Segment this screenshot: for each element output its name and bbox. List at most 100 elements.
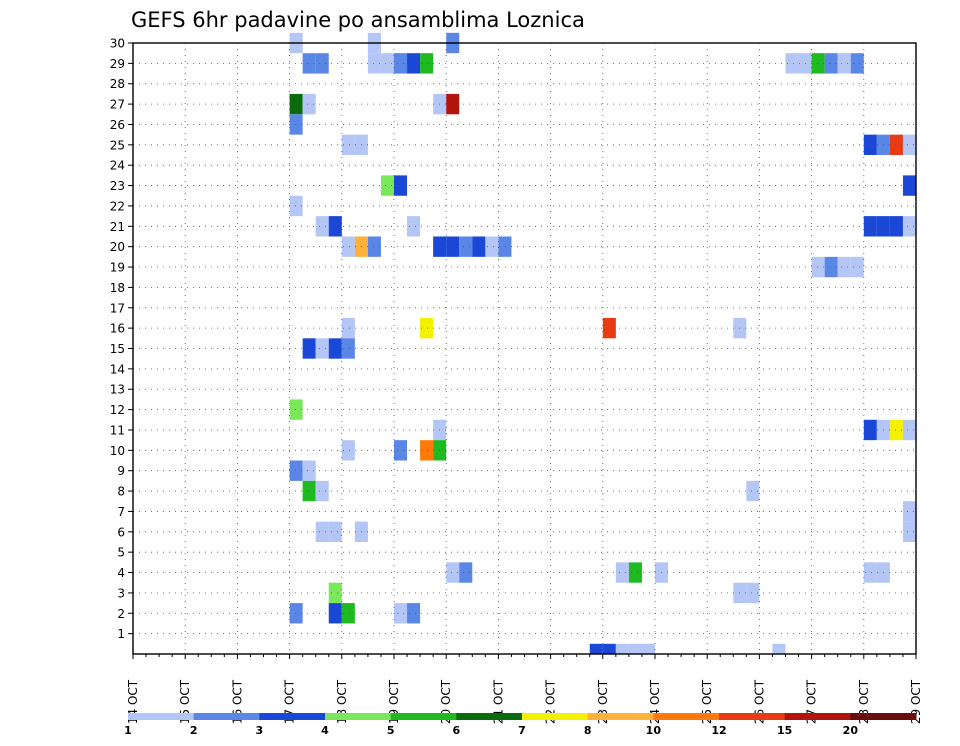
heatmap-cell: [850, 256, 864, 278]
y-axis: 1234567891011121314151617181920212223242…: [110, 37, 917, 659]
heatmap-cell: [837, 256, 851, 278]
heatmap-cell: [420, 53, 434, 74]
legend-label: 12: [711, 724, 726, 737]
heatmap-cell: [328, 521, 342, 542]
heatmap-cell: [863, 216, 877, 237]
heatmap-cell: [341, 134, 355, 156]
y-tick-label: 4: [117, 566, 125, 580]
y-tick-label: 20: [110, 240, 125, 254]
heatmap-cell: [341, 236, 355, 257]
heatmap-cell: [863, 419, 877, 441]
heatmap-cell: [746, 480, 760, 502]
x-axis: 14 OCT 15 OCT 16 OCT 17 OCT 18 OCT 19 OCT 20 O…: [126, 679, 923, 724]
legend-swatch: [850, 713, 917, 720]
y-tick-label: 3: [117, 586, 125, 600]
heatmap-cell: [394, 53, 408, 74]
x-tick-label: 24 OCT: [648, 679, 662, 724]
y-tick-label: 14: [110, 362, 125, 376]
heatmap-cell: [772, 643, 786, 654]
x-tick-label: 15 OCT: [178, 679, 192, 724]
heatmap-cell: [785, 53, 799, 74]
heatmap-cell: [889, 216, 903, 237]
cells-layer: [289, 32, 916, 654]
y-tick-label: 5: [117, 546, 125, 560]
heatmap-cell: [420, 317, 434, 339]
legend-swatch: [259, 713, 326, 720]
heatmap-cell: [380, 175, 394, 196]
heatmap-cell: [289, 114, 303, 135]
legend-swatch: [587, 713, 654, 720]
heatmap-cell: [615, 643, 629, 654]
heatmap-cell: [407, 603, 421, 624]
grid-layer: [133, 43, 916, 654]
y-tick-label: 10: [110, 444, 125, 458]
color-legend: 1 2 3 4 5 6 7 8 10 12 15 20: [124, 713, 917, 737]
legend-label: 20: [843, 724, 859, 737]
heatmap-cell: [407, 53, 421, 74]
chart-title: GEFS 6hr padavine po ansamblima Loznica: [131, 8, 585, 32]
x-tick-label: 14 OCT: [126, 679, 140, 724]
y-tick-label: 12: [110, 403, 125, 417]
heatmap-cell: [641, 643, 655, 654]
legend-swatch: [653, 713, 720, 720]
heatmap-cell: [850, 53, 864, 74]
x-tick-label: 29 OCT: [909, 679, 923, 724]
y-tick-label: 22: [110, 199, 125, 213]
heatmap-cell: [889, 419, 903, 441]
heatmap-cell: [380, 53, 394, 74]
heatmap-cell: [459, 236, 473, 257]
legend-swatch: [456, 713, 523, 720]
heatmap-cell: [902, 175, 916, 196]
heatmap-cell: [446, 236, 460, 257]
y-tick-label: 17: [110, 301, 125, 315]
heatmap-cell: [902, 216, 916, 237]
heatmap-cell: [302, 338, 316, 359]
heatmap-cell: [328, 603, 342, 624]
heatmap-cell: [459, 562, 473, 583]
y-tick-label: 30: [110, 37, 125, 51]
legend-label: 1: [124, 724, 132, 737]
y-tick-label: 1: [117, 627, 125, 641]
heatmap-cell: [863, 562, 877, 583]
legend-label: 4: [321, 724, 329, 737]
heatmap-cell: [628, 562, 642, 583]
x-tick-label: 27 OCT: [805, 679, 819, 724]
heatmap-cell: [602, 643, 616, 654]
legend-swatch: [784, 713, 851, 720]
x-tick-label: 21 OCT: [491, 679, 505, 724]
heatmap-cell: [902, 501, 916, 522]
heatmap-cell: [485, 236, 499, 257]
heatmap-cell: [615, 562, 629, 583]
x-tick-label: 18 OCT: [335, 679, 349, 724]
y-tick-label: 19: [110, 261, 125, 275]
y-tick-label: 8: [117, 485, 125, 499]
y-tick-label: 6: [117, 525, 125, 539]
heatmap-cell: [446, 93, 460, 115]
heatmap-cell: [315, 53, 329, 74]
heatmap-cell: [602, 317, 616, 339]
plot-frame: [132, 42, 917, 655]
heatmap-cell: [589, 643, 603, 654]
y-tick-label: 16: [110, 322, 125, 336]
y-tick-label: 7: [117, 505, 125, 519]
heatmap-cell: [902, 521, 916, 542]
legend-swatch: [522, 713, 589, 720]
x-tick-label: 26 OCT: [752, 679, 766, 724]
heatmap-cell: [811, 256, 825, 278]
heatmap-cell: [289, 460, 303, 481]
heatmap-cell: [498, 236, 512, 257]
heatmap-cell: [863, 134, 877, 156]
heatmap-cell: [341, 603, 355, 624]
x-tick-label: 19 OCT: [387, 679, 401, 724]
x-tick-label: 17 OCT: [283, 679, 297, 724]
legend-swatch: [719, 713, 786, 720]
heatmap-cell: [341, 317, 355, 339]
y-tick-label: 15: [110, 342, 125, 356]
heatmap-cell: [341, 338, 355, 359]
legend-swatch: [390, 713, 457, 720]
y-tick-label: 23: [110, 179, 125, 193]
heatmap-cell: [628, 643, 642, 654]
heatmap-cell: [394, 440, 408, 461]
y-tick-label: 27: [110, 98, 125, 112]
